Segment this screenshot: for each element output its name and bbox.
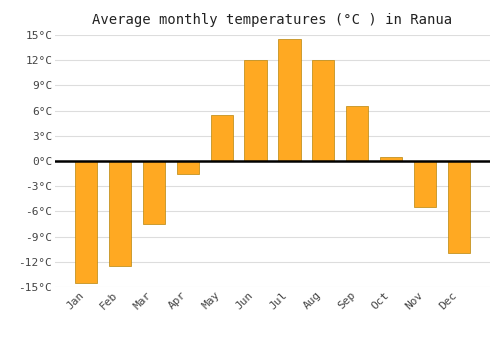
Bar: [176, 161, 199, 174]
Bar: [278, 39, 300, 161]
Bar: [346, 106, 368, 161]
Bar: [244, 60, 266, 161]
Bar: [142, 161, 165, 224]
Title: Average monthly temperatures (°C ) in Ranua: Average monthly temperatures (°C ) in Ra…: [92, 13, 452, 27]
Bar: [448, 161, 470, 253]
Bar: [210, 115, 233, 161]
Bar: [414, 161, 436, 207]
Bar: [380, 157, 402, 161]
Bar: [312, 60, 334, 161]
Bar: [108, 161, 131, 266]
Bar: [75, 161, 97, 283]
